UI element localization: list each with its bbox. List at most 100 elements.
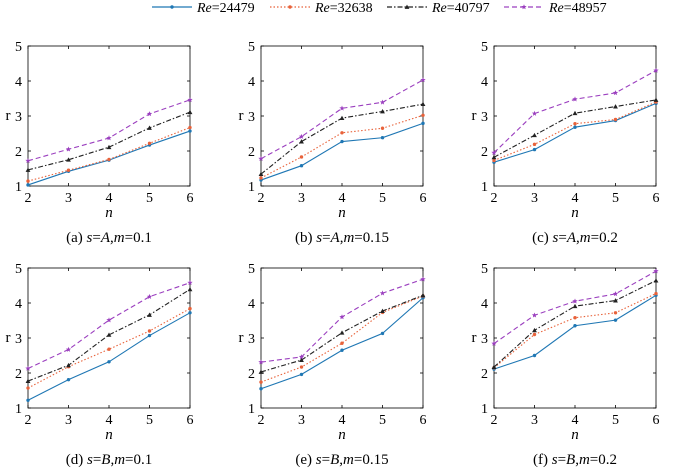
x-tick-label: 5 <box>146 191 153 206</box>
data-point <box>532 332 537 337</box>
data-point <box>25 158 31 164</box>
caption-s-value: B <box>101 452 110 468</box>
plot-frame <box>493 45 657 187</box>
y-tick-label: 1 <box>248 402 255 417</box>
data-point <box>653 278 659 283</box>
legend-item: Re=24479 <box>152 1 255 16</box>
caption-sep: , <box>110 230 114 246</box>
data-point <box>532 147 537 152</box>
data-point <box>340 341 344 345</box>
data-point <box>572 110 578 116</box>
data-point <box>26 386 30 390</box>
data-point <box>491 364 497 369</box>
x-tick-label: 4 <box>339 413 346 428</box>
data-point <box>299 365 304 369</box>
data-point <box>187 109 193 115</box>
y-tick-label: 4 <box>248 297 255 312</box>
caption-var-m: m <box>343 230 354 246</box>
data-point <box>420 77 426 83</box>
caption-tag: (f) <box>533 452 552 468</box>
data-point <box>299 372 304 377</box>
x-axis-label: n <box>571 427 579 443</box>
data-point <box>339 105 345 111</box>
series <box>25 279 193 371</box>
data-point <box>299 139 304 144</box>
caption-tag: (e) <box>295 452 315 468</box>
y-tick-label: 4 <box>248 75 255 90</box>
y-axis-label: r <box>472 330 477 346</box>
series <box>492 100 658 163</box>
data-point <box>340 131 344 135</box>
data-point <box>380 308 385 313</box>
x-tick-label: 5 <box>612 191 619 206</box>
data-point <box>259 380 263 384</box>
legend: Re=24479 Re=32638 Re=40797 Re=48957 <box>152 1 607 16</box>
y-axis-label: r <box>6 108 11 124</box>
x-tick-label: 4 <box>106 413 113 428</box>
caption-s-value: B <box>330 452 339 468</box>
data-point <box>491 154 497 160</box>
data-point <box>66 157 71 162</box>
data-point <box>106 332 112 337</box>
caption-eq: = <box>558 452 566 468</box>
series-line <box>27 282 191 369</box>
series <box>258 77 426 161</box>
data-point <box>188 125 192 130</box>
caption-m-value: 0.2 <box>599 230 618 246</box>
x-axis-label: n <box>105 205 113 221</box>
caption-m-value: 0.15 <box>363 230 389 246</box>
x-tick-label: 6 <box>187 191 194 206</box>
data-point <box>340 139 344 144</box>
y-tick-label: 4 <box>15 75 22 90</box>
y-tick-label: 1 <box>15 402 22 417</box>
x-tick-label: 6 <box>653 191 660 206</box>
series-line <box>260 295 424 383</box>
x-axis-label: n <box>338 205 346 221</box>
y-tick-label: 4 <box>15 297 22 312</box>
data-point <box>107 360 111 364</box>
y-tick-label: 2 <box>15 367 22 382</box>
x-tick-label: 5 <box>379 413 386 428</box>
caption-eq: = <box>92 230 100 246</box>
y-tick-label: 3 <box>248 110 255 125</box>
caption-sep: , <box>576 230 580 246</box>
caption-eq: = <box>125 230 133 246</box>
data-point <box>259 176 263 180</box>
legend-label-prefix: Re <box>548 1 564 16</box>
x-tick-label: 6 <box>187 413 194 428</box>
data-point <box>106 317 112 323</box>
legend-label-value: =32638 <box>330 1 373 16</box>
x-tick-label: 5 <box>146 413 153 428</box>
series <box>25 97 193 164</box>
data-point <box>420 292 426 298</box>
y-tick-label: 5 <box>481 40 488 55</box>
data-point <box>65 346 72 352</box>
caption-eq: = <box>322 452 330 468</box>
data-point <box>339 314 345 320</box>
legend-label: Re=32638 <box>314 1 373 16</box>
data-point <box>26 183 30 187</box>
y-tick-label: 5 <box>481 262 488 277</box>
caption-eq: = <box>558 230 566 246</box>
data-point <box>188 306 192 311</box>
y-tick-label: 3 <box>481 110 488 125</box>
subplot-caption: (c) s=A,m=0.2 <box>532 230 618 246</box>
caption-sep: , <box>575 452 579 468</box>
data-point <box>188 311 192 315</box>
caption-m-value: 0.1 <box>133 230 152 246</box>
data-point <box>654 291 658 296</box>
data-point <box>107 347 111 351</box>
series <box>258 276 426 365</box>
y-axis-label: r <box>6 330 11 346</box>
data-point <box>340 348 344 352</box>
series <box>26 125 192 183</box>
data-point <box>258 369 264 374</box>
data-point <box>26 179 30 183</box>
data-point <box>106 135 112 141</box>
data-point <box>65 146 72 152</box>
data-point <box>380 136 385 140</box>
data-point <box>653 97 659 102</box>
data-point <box>299 164 304 168</box>
